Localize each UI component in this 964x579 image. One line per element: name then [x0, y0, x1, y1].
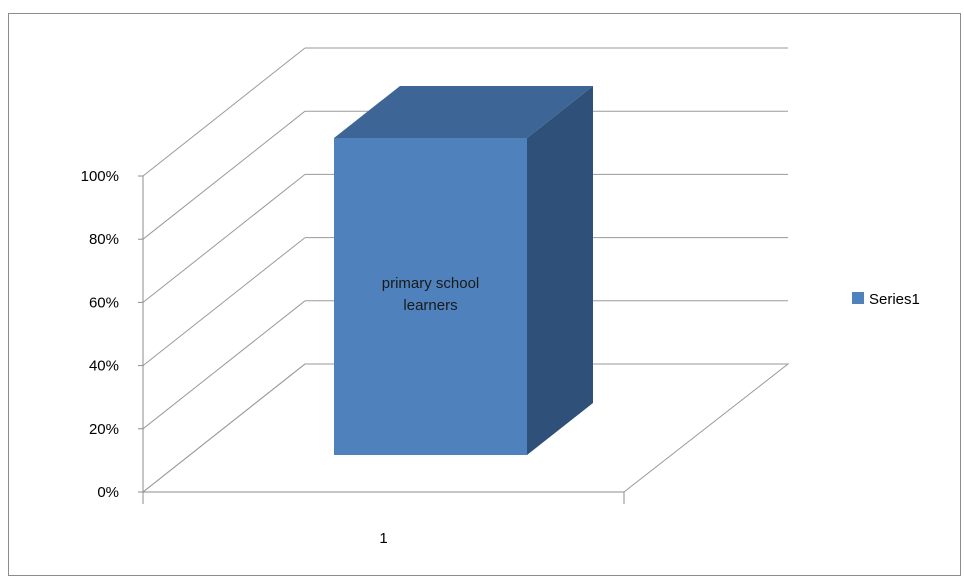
gridline-side-1: [142, 300, 306, 430]
bar-side-series1-cat1: [527, 86, 593, 455]
x-tick-label-0: 1: [379, 530, 387, 547]
bar-series1-cat1: [334, 138, 527, 455]
y-tick-label-2: 40%: [89, 358, 119, 375]
legend: Series1: [852, 291, 920, 308]
legend-label-series1: Series1: [869, 291, 920, 308]
gridline-side-2: [142, 237, 306, 366]
y-tick-label-1: 20%: [89, 421, 119, 438]
x-tick-labels: 1: [379, 530, 387, 547]
bar-top-series1-cat1: [334, 86, 593, 138]
y-tick-label-4: 80%: [89, 231, 119, 248]
data-label-series1-cat1: primary school learners: [382, 275, 480, 314]
axes: [138, 175, 625, 504]
y-tick-label-0: 0%: [97, 484, 119, 501]
legend-swatch-series1: [852, 292, 864, 304]
data-label-line-0: primary school: [382, 275, 480, 292]
gridline-side-3: [142, 174, 306, 303]
y-tick-label-3: 60%: [89, 294, 119, 311]
gridline-side-4: [142, 110, 306, 240]
y-tick-labels: 0% 20% 40% 60% 80% 100%: [81, 168, 119, 501]
bars: primary school learners: [334, 86, 593, 455]
gridline-side-0: [142, 363, 306, 493]
gridline-side-5: [142, 47, 306, 177]
y-tick-label-5: 100%: [81, 168, 119, 185]
data-label-line-1: learners: [403, 297, 457, 314]
